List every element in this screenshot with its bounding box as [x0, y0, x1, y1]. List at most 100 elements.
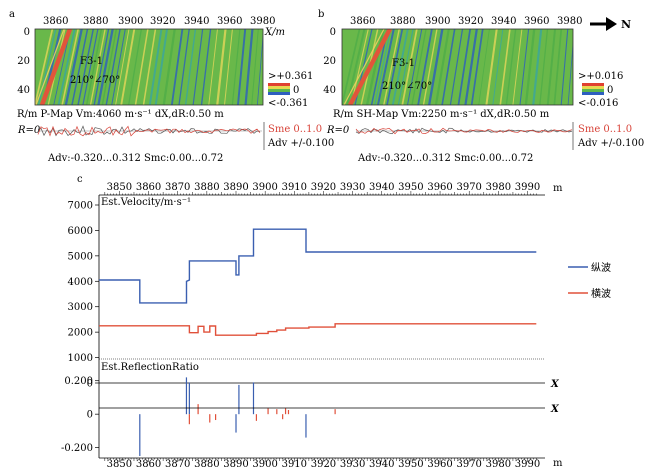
seismic-stripe	[244, 29, 254, 105]
panel-b-scale-max: >+0.016	[578, 71, 623, 82]
velocity-y-axis: 0 1000 2000 3000 4000 5000 6000 7000	[68, 201, 99, 390]
seismic-stripe	[61, 29, 79, 105]
panel-b-sme-label: Sme 0..1.0	[578, 124, 632, 135]
fault-line	[39, 29, 73, 105]
panel-a-sme-label: Sme 0..1.0	[268, 124, 322, 135]
panel-b-x-tick: 3960	[524, 16, 549, 27]
reflection-y-tick-label: 0.200	[64, 376, 93, 387]
seismic-stripe	[111, 29, 126, 105]
seismic-stripe	[383, 29, 400, 105]
panel-b-x-tick: 3880	[390, 16, 415, 27]
reflection-x-axis-label: X	[550, 404, 560, 415]
panel-c-top-unit-label: m	[553, 183, 563, 194]
panel-a-frame	[34, 28, 264, 106]
x-tick-label: 3970	[456, 459, 481, 470]
seismic-stripe	[105, 29, 121, 105]
seismic-stripe	[57, 29, 76, 105]
seismic-stripe	[434, 29, 450, 105]
seismic-stripe	[101, 29, 118, 105]
seismic-stripe	[64, 29, 83, 105]
panel-a-x-tick: 3980	[250, 16, 275, 27]
x-tick-label: 3910	[282, 182, 307, 193]
legend: 纵波 横波	[568, 261, 611, 300]
x-tick-label: 3990	[515, 182, 540, 193]
scale-swatch-blue	[268, 92, 290, 95]
velocity-y-tick-label: 1000	[68, 353, 93, 364]
fault-line	[348, 29, 392, 105]
seismic-stripe	[457, 29, 472, 105]
seismic-stripe	[485, 29, 498, 105]
panel-a-y-tick: 40	[17, 85, 30, 96]
panel-a-x-tick: 3860	[43, 16, 68, 27]
panel-a-fault-label: F3-1	[80, 56, 103, 67]
velocity-title: Est.Velocity/m·s⁻¹	[101, 197, 191, 208]
velocity-y-tick-label: 0	[87, 379, 93, 390]
x-tick-label: 3930	[340, 182, 365, 193]
seismic-stripe	[417, 29, 433, 105]
x-tick-label: 3980	[486, 459, 511, 470]
seismic-stripe	[89, 29, 106, 105]
panel-b-color-scale: >+0.016 0 <-0.016	[578, 71, 623, 109]
x-tick-label: 3860	[136, 459, 161, 470]
seismic-stripe	[208, 29, 218, 105]
panel-b-scale-zero: 0	[607, 85, 613, 96]
panel-b-fault-label: F3-1	[392, 58, 415, 69]
panel-a-y-tick: 0	[24, 27, 30, 38]
seismic-stripe	[184, 29, 197, 105]
x-tick-label: 3940	[369, 459, 394, 470]
panel-a-trace-label: R=0	[17, 125, 41, 136]
x-tick-label: 3890	[223, 182, 248, 193]
panel-b-y-tick: 40	[323, 85, 336, 96]
velocity-series	[99, 228, 537, 336]
panel-b-trace	[355, 127, 573, 135]
x-tick-label: 3930	[340, 459, 365, 470]
panel-b-x-tick: 3900	[425, 16, 450, 27]
seismic-stripe	[224, 29, 233, 105]
seismic-stripe	[411, 29, 427, 105]
seismic-stripe	[377, 29, 395, 105]
panel-a-caption: R/m P-Map Vm:4060 m·s⁻¹ dX,dR:0.50 m	[17, 109, 224, 120]
seismic-stripe	[256, 31, 263, 105]
velocity-y-tick-label: 6000	[68, 226, 93, 237]
panel-b-seismic-image	[342, 29, 573, 105]
seismic-stripe	[428, 29, 444, 105]
seismic-stripe	[492, 29, 504, 105]
seismic-stripe	[178, 29, 190, 105]
x-tick-label: 3920	[311, 459, 336, 470]
panel-c: c 3850 3860 3870 3880 3890 3900 3910 3920 3930 39…	[61, 174, 611, 470]
panel-a-x-tick: 3900	[118, 16, 143, 27]
seismic-stripe	[560, 29, 569, 105]
panel-b-y-tick: 0	[330, 27, 336, 38]
panel-a-seismic-image	[35, 29, 263, 105]
panel-a-scale-zero: 0	[293, 85, 299, 96]
seismic-stripe	[519, 29, 530, 105]
seismic-stripe	[71, 29, 89, 105]
seismic-stripe	[567, 39, 573, 105]
x-tick-label: 3980	[486, 182, 511, 193]
panel-a-y-ticks: 0 20 40	[17, 27, 30, 96]
seismic-stripe	[85, 29, 103, 105]
panel-b-y-ticks: 0 20 40	[323, 27, 336, 96]
panel-c-bottom-unit-label: m	[553, 458, 563, 469]
seismic-stripe	[512, 29, 523, 105]
panel-b-letter: b	[318, 9, 324, 20]
reflection-y-tick-label: 0	[87, 410, 93, 421]
velocity-y-tick-label: 3000	[68, 302, 93, 313]
velocity-y-tick-label: 2000	[68, 328, 93, 339]
x-tick-label: 3880	[194, 182, 219, 193]
seismic-stripe	[546, 29, 557, 105]
seismic-stripe	[532, 29, 543, 105]
seismic-stripe	[524, 29, 536, 105]
seismic-stripe	[120, 29, 136, 105]
s-wave-velocity-line	[99, 323, 537, 336]
seismic-stripe	[464, 29, 478, 105]
panel-a-range-line: Adv:-0.320...0.312 Smc:0.00...0.72	[47, 153, 223, 164]
panel-a-x-ticks: 3860 3880 3900 3920 3940 3960 3980	[43, 16, 275, 27]
x-tick-label: 3860	[136, 182, 161, 193]
seismic-stripe	[154, 29, 169, 105]
north-label: N	[621, 18, 631, 31]
seismic-stripe	[148, 29, 163, 105]
x-tick-label: 3970	[456, 182, 481, 193]
scale-swatch-yellow	[268, 86, 290, 89]
